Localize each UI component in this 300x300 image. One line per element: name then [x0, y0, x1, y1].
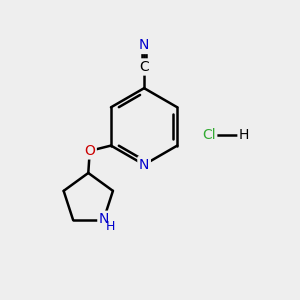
Text: N: N	[99, 212, 109, 226]
Text: H: H	[239, 128, 249, 142]
Text: H: H	[105, 220, 115, 233]
Text: O: O	[84, 144, 95, 158]
Text: Cl: Cl	[202, 128, 216, 142]
Text: N: N	[139, 38, 149, 52]
Text: C: C	[139, 60, 149, 74]
Text: N: N	[139, 158, 149, 172]
